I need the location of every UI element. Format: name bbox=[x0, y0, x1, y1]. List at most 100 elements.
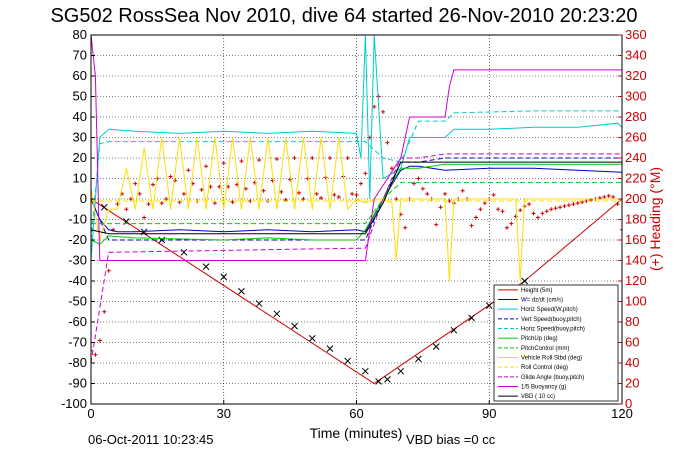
y-right-tick-label: 320 bbox=[625, 68, 647, 83]
heading-point bbox=[327, 156, 332, 160]
heading-point bbox=[363, 171, 368, 176]
series-layer bbox=[91, 35, 622, 385]
heading-point bbox=[478, 207, 483, 212]
chart-title: SG502 RossSea Nov 2010, dive 64 started … bbox=[50, 5, 637, 27]
heading-point bbox=[447, 199, 452, 204]
heading-point bbox=[385, 140, 390, 145]
heading-point bbox=[443, 191, 447, 196]
y-right-tick-label: 340 bbox=[625, 48, 647, 63]
heading-point bbox=[500, 209, 505, 214]
y-tick-label: 30 bbox=[73, 130, 87, 145]
timestamp-label: 06-Oct-2011 10:23:45 bbox=[88, 432, 214, 447]
heading-point bbox=[97, 338, 102, 343]
y-right-tick-label: 100 bbox=[625, 294, 647, 309]
y-tick-label: 40 bbox=[73, 109, 87, 124]
heading-point bbox=[150, 182, 155, 187]
heading-point bbox=[274, 157, 279, 162]
depth-point bbox=[202, 263, 210, 271]
series-horiz-speed-w-pitch-line bbox=[91, 35, 622, 261]
heading-point bbox=[558, 205, 563, 210]
heading-point bbox=[142, 215, 147, 220]
depth-point bbox=[291, 322, 298, 330]
heading-point bbox=[239, 159, 244, 164]
depth-point bbox=[432, 343, 440, 350]
heading-point bbox=[504, 225, 509, 230]
heading-point bbox=[230, 200, 235, 205]
heading-point bbox=[571, 202, 576, 207]
depth-point bbox=[397, 367, 405, 375]
heading-point bbox=[128, 197, 133, 201]
y-tick-label: 80 bbox=[73, 27, 87, 42]
legend-label: W= dz/dt (cm/s) bbox=[521, 298, 563, 304]
y-right-tick-label: 0 bbox=[625, 396, 632, 411]
y-right-tick-label: 60 bbox=[625, 335, 639, 350]
heading-point bbox=[535, 215, 540, 220]
heading-point bbox=[602, 194, 607, 199]
heading-point bbox=[518, 208, 523, 213]
y-right-tick-label: 240 bbox=[625, 150, 647, 165]
heading-point bbox=[394, 197, 399, 201]
heading-point bbox=[332, 192, 337, 197]
y-right-tick-label: 20 bbox=[625, 376, 639, 391]
heading-point bbox=[159, 201, 164, 206]
depth-point bbox=[485, 302, 493, 309]
x-tick-label: 0 bbox=[87, 406, 94, 421]
heading-point bbox=[350, 191, 355, 196]
depth-point bbox=[521, 277, 529, 285]
series-pitchup-deg-line bbox=[91, 163, 622, 245]
y-axis-left: -100-90-80-70-60-50-40-30-20-10010203040… bbox=[61, 27, 95, 411]
heading-point bbox=[434, 222, 439, 227]
heading-point bbox=[354, 192, 359, 197]
y-right-tick-label: 260 bbox=[625, 130, 647, 145]
depth-point bbox=[450, 326, 458, 334]
heading-point bbox=[181, 191, 186, 196]
legend-label: Vehicle Roll Stbd (deg) bbox=[521, 356, 582, 362]
y-right-tick-label: 40 bbox=[625, 355, 639, 370]
heading-point bbox=[243, 186, 248, 191]
heading-point bbox=[553, 206, 558, 211]
heading-point bbox=[575, 201, 580, 206]
heading-point bbox=[491, 192, 496, 197]
heading-point bbox=[606, 193, 611, 198]
heading-point bbox=[221, 161, 226, 166]
y-right-tick-label: 220 bbox=[625, 171, 647, 186]
heading-point bbox=[319, 195, 324, 200]
vbd-bias-label: VBD bias =0 cc bbox=[406, 432, 496, 447]
heading-point bbox=[620, 227, 622, 232]
series-glide-angle-buoy-pitch-line bbox=[91, 153, 622, 364]
heading-point bbox=[460, 188, 465, 193]
depth-point bbox=[273, 310, 281, 318]
heading-point bbox=[469, 223, 474, 228]
heading-point bbox=[531, 211, 536, 216]
y-right-tick-label: 300 bbox=[625, 89, 647, 104]
y-tick-label: -60 bbox=[68, 314, 87, 329]
heading-point bbox=[261, 188, 266, 193]
y-right-tick-label: 80 bbox=[625, 314, 639, 329]
series-w-dz-dt-cm-s-line bbox=[91, 165, 622, 233]
heading-point bbox=[164, 197, 169, 201]
depth-point bbox=[344, 357, 352, 365]
heading-point bbox=[562, 204, 567, 209]
y-axis-right-label: (+) Heading (°M) bbox=[647, 167, 663, 271]
heading-point bbox=[124, 207, 129, 212]
depth-point bbox=[384, 376, 391, 383]
heading-point bbox=[540, 211, 545, 216]
legend: Height (5m) W= dz/dt (cm/s) Horiz Speed(W,… bbox=[493, 284, 619, 402]
heading-point bbox=[257, 158, 262, 163]
y-tick-label: 60 bbox=[73, 68, 87, 83]
y-tick-label: -80 bbox=[68, 355, 87, 370]
y-right-tick-label: 360 bbox=[625, 27, 647, 42]
y-tick-label: 10 bbox=[73, 171, 87, 186]
heading-point bbox=[482, 201, 487, 206]
depth-point bbox=[220, 273, 228, 281]
y-tick-label: -20 bbox=[68, 232, 87, 247]
heading-point bbox=[376, 94, 381, 99]
y-tick-label: 50 bbox=[73, 89, 87, 104]
depth-point bbox=[326, 345, 334, 353]
legend-label: 1/5 Buoyancy (g) bbox=[521, 385, 566, 391]
y-right-tick-label: 180 bbox=[625, 212, 647, 227]
legend-label: Height (5m) bbox=[521, 288, 552, 294]
y-axis-right: 0 20 40 60 80 100 120 140 160 180 200 220 240 260 280 3… bbox=[618, 27, 647, 411]
y-tick-label: 20 bbox=[73, 150, 87, 165]
